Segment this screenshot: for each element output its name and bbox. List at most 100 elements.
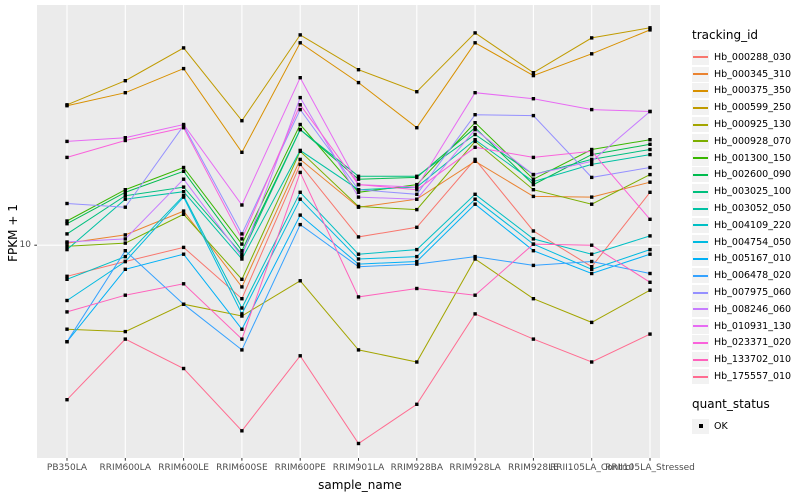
data-point-marker (356, 195, 361, 199)
data-point-marker (648, 332, 652, 336)
data-point-marker (473, 41, 477, 45)
data-point-marker (356, 182, 361, 187)
tracking-id-legend-items: Hb_000288_030 Hb_000345_310 Hb_000375_350 H… (692, 49, 800, 385)
data-point-marker (473, 138, 477, 142)
color-line-icon (693, 106, 708, 109)
legend-item-Hb_000925_130: Hb_000925_130 (692, 116, 800, 133)
data-point-marker (531, 179, 536, 184)
data-point-marker (531, 337, 536, 341)
data-point-marker (415, 90, 419, 94)
data-point-marker (473, 254, 477, 259)
data-point-marker (590, 52, 594, 56)
data-point-marker (65, 340, 69, 344)
legend-key-Hb_000345_310 (692, 66, 709, 82)
data-point-marker (181, 185, 186, 189)
data-point-marker (356, 295, 361, 299)
data-point-marker (123, 138, 127, 143)
data-point-marker (240, 119, 244, 123)
data-point-marker (531, 263, 536, 268)
data-point-marker (590, 147, 594, 152)
data-point-marker (648, 190, 652, 194)
legend: tracking_id Hb_000288_030 Hb_000345_310 Hb… (692, 28, 800, 435)
data-point-marker (415, 254, 419, 259)
color-line-icon (693, 341, 708, 344)
data-point-marker (298, 127, 302, 132)
x-tick-label-RRIM600LE: RRIM600LE (158, 463, 209, 473)
data-point-marker (590, 202, 594, 206)
legend-key-Hb_010931_130 (692, 318, 709, 334)
data-point-marker (65, 247, 69, 252)
data-point-marker (181, 302, 186, 306)
legend-item-Hb_003052_050: Hb_003052_050 (692, 200, 800, 217)
legend-label-Hb_000288_030: Hb_000288_030 (714, 51, 792, 63)
data-point-marker (648, 28, 652, 32)
legend-label-Hb_175557_010: Hb_175557_010 (714, 371, 792, 383)
legend-key-Hb_003052_050 (692, 201, 709, 217)
data-point-marker (123, 241, 127, 245)
data-point-marker (65, 310, 69, 314)
data-point-marker (240, 150, 244, 154)
data-point-marker (240, 203, 244, 207)
data-point-marker (473, 157, 477, 162)
data-point-marker (473, 159, 477, 163)
data-point-marker (123, 136, 127, 140)
data-point-marker (181, 282, 186, 286)
data-point-marker (65, 274, 69, 278)
legend-key-Hb_008246_060 (692, 301, 709, 317)
legend-key-Hb_000599_250 (692, 100, 709, 116)
data-point-marker (298, 41, 302, 45)
quant-status-legend: quant_status OK (692, 397, 800, 435)
data-point-marker (590, 252, 594, 256)
legend-key-Hb_000925_130 (692, 117, 709, 133)
data-point-marker (473, 145, 477, 149)
legend-key-Hb_175557_010 (692, 369, 709, 385)
legend-item-Hb_002600_090: Hb_002600_090 (692, 167, 800, 184)
data-point-marker (531, 242, 536, 246)
x-tick-label-RRIM928BA: RRIM928BA (390, 463, 444, 473)
data-point-marker (181, 46, 186, 50)
data-point-marker (648, 217, 652, 221)
data-point-marker (356, 190, 361, 194)
x-tick-label-RRIM901LA: RRIM901LA (332, 463, 385, 473)
data-point-marker (356, 235, 361, 239)
legend-label-Hb_010931_130: Hb_010931_130 (714, 320, 792, 332)
data-point-marker (240, 306, 244, 310)
data-point-marker (65, 139, 69, 144)
data-point-marker (65, 232, 69, 236)
data-point-marker (123, 237, 127, 241)
legend-title-quant-status: quant_status (692, 396, 770, 411)
color-line-icon (693, 207, 708, 210)
data-point-marker (181, 245, 186, 250)
data-point-marker (181, 177, 186, 181)
legend-item-Hb_006478_020: Hb_006478_020 (692, 267, 800, 284)
data-point-marker (531, 229, 536, 233)
legend-item-Hb_175557_010: Hb_175557_010 (692, 368, 800, 385)
color-line-icon (693, 257, 708, 260)
legend-item-Hb_000375_350: Hb_000375_350 (692, 83, 800, 100)
legend-key-Hb_000375_350 (692, 83, 709, 99)
legend-key-Hb_002600_090 (692, 167, 709, 183)
data-point-marker (531, 177, 536, 181)
data-point-marker (181, 190, 186, 194)
data-point-marker (298, 162, 302, 167)
data-point-marker (240, 277, 244, 281)
data-point-marker (356, 252, 361, 256)
data-point-marker (298, 354, 302, 358)
data-point-marker (648, 138, 652, 142)
x-tick-label-RRIM928LA: RRIM928LA (449, 463, 501, 473)
data-point-marker (648, 142, 652, 146)
data-point-marker (65, 201, 69, 206)
data-point-marker (240, 252, 244, 256)
data-point-marker (181, 126, 186, 130)
data-point-marker (415, 207, 419, 212)
legend-key-Hb_133702_010 (692, 352, 709, 368)
data-point-marker (415, 188, 419, 192)
legend-label-Hb_000928_070: Hb_000928_070 (714, 135, 792, 147)
data-point-marker (65, 298, 69, 303)
data-point-marker (473, 257, 477, 261)
data-point-marker (415, 192, 419, 196)
data-point-marker (240, 237, 244, 241)
data-point-marker (473, 127, 477, 132)
data-point-marker (531, 97, 536, 101)
